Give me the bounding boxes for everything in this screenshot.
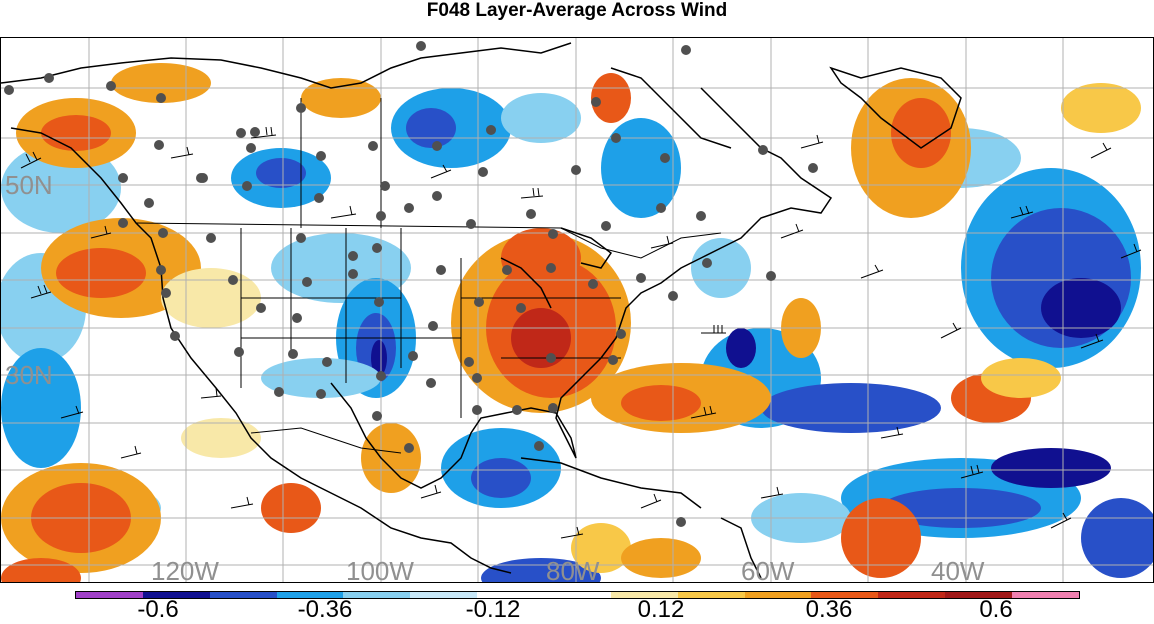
colorbar-swatch [410,592,478,598]
map-canvas [1,38,1153,582]
colorbar-swatch [744,592,812,598]
colorbar-swatch [343,592,411,598]
colorbar-swatch [276,592,344,598]
colorbar-swatch [878,592,946,598]
station-markers [4,41,818,527]
lon-label-100w: 100W [346,556,414,583]
colorbar-label-0-12: 0.12 [637,596,685,623]
lon-label-60w: 60W [741,556,795,583]
coastlines [1,42,962,579]
colorbar-label-0-6: 0.6 [979,596,1013,623]
colorbar-swatch [610,592,678,598]
wind-barbs [20,126,1142,539]
map-panel: 50N 30N 120W 100W 80W 60W 40W [0,37,1154,583]
lat-label-30n: 30N [5,360,53,390]
colorbar [75,591,1080,599]
colorbar-swatch [1012,592,1079,598]
borders [135,98,722,454]
colorbar-swatch [811,592,879,598]
lon-label-120w: 120W [151,556,219,583]
colorbar-label-neg-0-12: -0.12 [465,596,521,623]
colorbar-label-0-36: 0.36 [805,596,853,623]
lat-label-50n: 50N [5,170,53,200]
colorbar-swatch [945,592,1013,598]
colorbar-swatch [76,592,143,598]
colorbar-label-neg-0-36: -0.36 [297,596,353,623]
colorbar-swatch [677,592,745,598]
graticule [1,38,1153,582]
lon-label-80w: 80W [546,556,600,583]
colorbar-swatch [142,592,210,598]
lon-label-40w: 40W [931,556,985,583]
colorbar-swatch [209,592,277,598]
colorbar-label-neg-0-6: -0.6 [137,596,179,623]
colorbar-swatch [544,592,611,598]
map-title: F048 Layer-Average Across Wind [426,0,728,21]
colorbar-swatch [477,592,545,598]
anomaly-field [1,63,1153,582]
